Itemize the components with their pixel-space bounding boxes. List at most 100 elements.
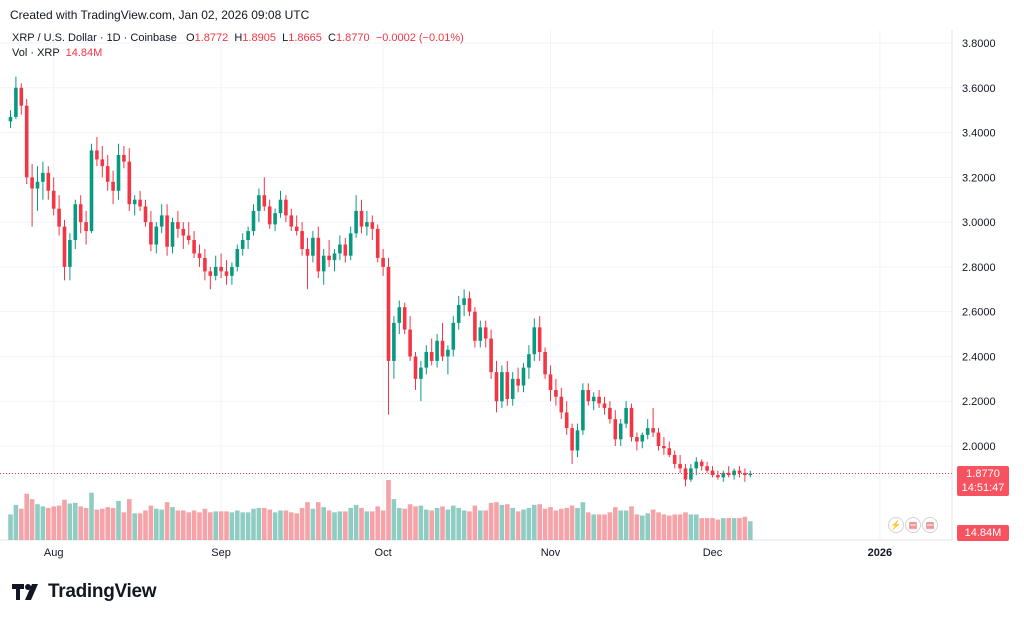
price-tick-label: 2.0000: [962, 441, 996, 453]
candle-body: [122, 154, 126, 162]
candle-body: [640, 434, 645, 442]
volume-bar: [505, 504, 510, 540]
volume-bar: [737, 518, 742, 540]
volume-bar: [100, 508, 105, 540]
volume-tag: 14.84M: [957, 525, 1009, 541]
volume-bar: [321, 507, 326, 540]
volume-bar: [267, 509, 272, 540]
candle-body: [591, 396, 596, 402]
candle-body: [613, 419, 618, 440]
close-label: C: [328, 32, 336, 44]
candle-body: [386, 266, 391, 361]
volume-bar: [245, 512, 251, 540]
volume-bar: [402, 508, 407, 540]
volume-bar: [262, 507, 267, 540]
volume-bar: [731, 518, 737, 540]
symbol-title[interactable]: XRP / U.S. Dollar · 1D · Coinbase: [12, 32, 177, 44]
candle-body: [527, 354, 531, 368]
brand-name: TradingView: [48, 581, 157, 602]
volume-label[interactable]: Vol · XRP: [12, 47, 60, 59]
candle-body: [667, 448, 672, 455]
candle-body: [46, 172, 51, 191]
volume-bar: [456, 507, 461, 540]
volume-bar: [364, 511, 370, 540]
candle-body: [73, 204, 78, 241]
candle-body: [737, 470, 742, 473]
candle-body: [435, 340, 439, 361]
price-axis: 3.8000 3.6000 3.4000 3.2000 3.0000 2.8000 2.60…: [962, 38, 996, 453]
volume-bar: [710, 518, 715, 540]
volume-bar: [353, 504, 359, 540]
volume-bar: [121, 512, 127, 540]
volume-bar: [94, 509, 100, 540]
time-tick-label: Aug: [44, 547, 64, 559]
open-value: 1.8772: [194, 32, 229, 44]
candle-body: [224, 271, 229, 276]
change-value: −0.0002 (−0.01%): [375, 32, 464, 44]
candle-body: [635, 437, 639, 442]
volume-bar: [278, 510, 283, 540]
tradingview-logo[interactable]: TradingView: [12, 581, 157, 603]
price-tick-label: 3.2000: [962, 172, 996, 184]
volume-bar: [548, 507, 553, 540]
candle-body: [365, 222, 369, 227]
volume-bar: [683, 512, 688, 540]
lightning-icon[interactable]: ⚡: [888, 517, 904, 533]
candle-body: [710, 470, 715, 476]
volume-bar: [8, 514, 13, 540]
candle-body: [354, 210, 358, 234]
candle-body: [251, 210, 256, 232]
candle-body: [359, 210, 364, 227]
price-tick-label: 3.4000: [962, 128, 996, 140]
volume-bar: [213, 511, 218, 540]
volume-bar: [305, 502, 310, 540]
candle-body: [278, 199, 283, 214]
candle-body: [84, 222, 88, 232]
candle-body: [678, 463, 682, 469]
candle-body: [343, 244, 348, 256]
price-tick-label: 2.2000: [962, 396, 996, 408]
volume-bar: [623, 510, 629, 540]
high-value: 1.8905: [242, 32, 276, 44]
volume-bar: [424, 509, 429, 540]
candle-body: [154, 226, 159, 245]
volume-bar: [235, 510, 240, 540]
candle-body: [246, 231, 250, 241]
time-tick-label: Dec: [703, 547, 723, 559]
candle-body: [197, 253, 202, 258]
volume-bar: [532, 504, 537, 540]
candle-body: [62, 226, 67, 267]
volume-bar: [229, 512, 235, 540]
volume-bar: [310, 508, 316, 540]
candle-body: [305, 248, 310, 256]
volume-bar: [332, 512, 337, 540]
candle-body: [397, 307, 402, 323]
volume-bar: [283, 510, 289, 540]
us-flag-icon-2[interactable]: ▤: [922, 517, 938, 533]
candle-body: [41, 172, 45, 182]
volume-bar: [413, 506, 418, 540]
volume-bar: [575, 507, 580, 540]
volume-bar: [78, 506, 83, 540]
candle-body: [8, 116, 13, 122]
price-tick-label: 2.8000: [962, 262, 996, 274]
us-flag-icon[interactable]: ▤: [905, 517, 921, 533]
candle-body: [100, 159, 105, 167]
candle-body: [392, 322, 396, 361]
volume-bar: [391, 499, 397, 540]
volume-bar: [240, 512, 245, 540]
candle-body: [111, 181, 115, 191]
volume-bar: [591, 514, 596, 540]
low-value: 1.8665: [288, 32, 322, 44]
candle-body: [618, 423, 623, 440]
candle-body: [510, 378, 515, 399]
volume-bar: [67, 503, 73, 540]
candle-body: [149, 222, 153, 245]
candle-body: [521, 367, 526, 386]
candle-body: [381, 257, 385, 267]
volume-value: 14.84M: [65, 47, 103, 59]
volume-bar: [748, 521, 753, 540]
candle-body: [429, 351, 434, 361]
volume-bar: [607, 512, 613, 540]
